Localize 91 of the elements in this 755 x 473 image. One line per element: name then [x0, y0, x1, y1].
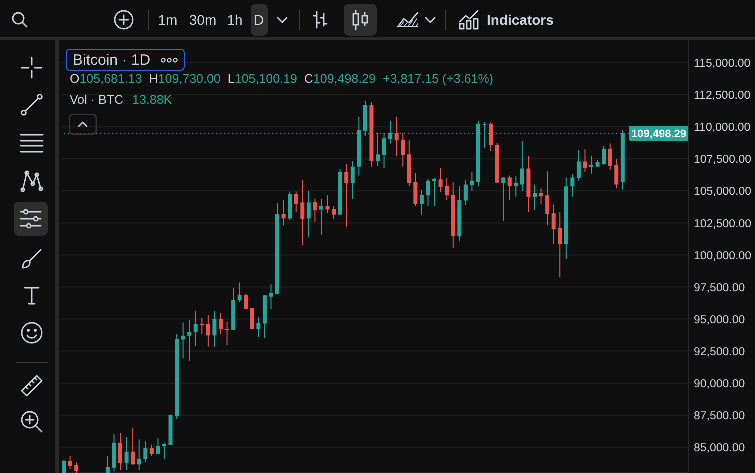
- annotation: C: [304, 72, 314, 86]
- candlestick: [200, 317, 204, 335]
- y-tick-label: 110,000.00: [694, 122, 751, 134]
- candlestick: [256, 316, 261, 338]
- text: D: [254, 12, 264, 28]
- candlestick: [464, 180, 468, 206]
- candlestick: [426, 178, 430, 206]
- annotation: +3,817.15 (+3.61%): [383, 72, 494, 86]
- candlestick: [570, 174, 575, 198]
- annotation: L: [228, 72, 235, 86]
- y-tick-label: 115,000.00: [694, 58, 751, 70]
- text: 1m: [158, 12, 178, 28]
- candlestick: [332, 206, 336, 220]
- y-tick-label: 90,000.00: [694, 378, 746, 390]
- candlestick: [583, 149, 588, 172]
- y-tick-label: 102,500.00: [694, 218, 752, 230]
- annotation: H: [149, 72, 158, 86]
- candlestick: [590, 155, 594, 174]
- candlestick: [137, 439, 142, 471]
- candlestick: [576, 150, 581, 182]
- candlestick: [144, 441, 148, 463]
- candlestick: [156, 438, 160, 455]
- candlestick: [470, 171, 474, 192]
- candlestick: [502, 177, 506, 222]
- candlestick: [394, 116, 399, 158]
- candlestick: [350, 160, 355, 200]
- candlestick: [420, 189, 424, 216]
- candlestick: [558, 212, 562, 278]
- candlestick: [219, 313, 223, 335]
- candlestick: [188, 320, 192, 362]
- ref-line-label: 109,498.29: [631, 128, 687, 140]
- candlestick: [294, 191, 298, 213]
- candlestick: [401, 132, 406, 168]
- text: 30m: [189, 12, 217, 28]
- candlestick: [131, 428, 136, 466]
- candlestick: [602, 146, 606, 166]
- candlestick: [181, 322, 186, 360]
- candlestick: [212, 310, 217, 348]
- candlestick: [508, 175, 512, 201]
- candlestick: [489, 122, 494, 152]
- candlestick: [539, 188, 544, 206]
- text: Indicators: [487, 12, 554, 28]
- candlestick: [162, 442, 166, 460]
- candlestick: [150, 444, 154, 457]
- annotation: O: [70, 72, 80, 86]
- candlestick: [124, 436, 129, 471]
- candlestick: [533, 184, 537, 211]
- annotation: Vol · BTC: [70, 93, 124, 107]
- candlestick: [438, 168, 443, 193]
- candlestick: [118, 432, 123, 471]
- y-tick-label: 100,000.00: [694, 250, 752, 262]
- candlestick: [306, 190, 311, 238]
- candlestick: [74, 462, 79, 473]
- candlestick: [282, 200, 286, 226]
- candlestick: [244, 294, 248, 310]
- candlestick: [206, 314, 210, 348]
- candlestick: [414, 172, 418, 208]
- candlestick: [326, 195, 330, 214]
- candlestick: [319, 198, 324, 236]
- annotation: 105,100.19: [234, 72, 298, 86]
- candlestick: [194, 310, 198, 347]
- candlestick: [608, 143, 612, 171]
- candlestick: [445, 178, 450, 201]
- text: 1h: [227, 12, 243, 28]
- candlestick: [614, 158, 619, 190]
- y-tick-label: 92,500.00: [694, 346, 746, 358]
- candlestick: [238, 282, 242, 302]
- candlestick: [68, 456, 72, 470]
- annotation: 13.88K: [132, 93, 172, 107]
- candlestick: [269, 284, 274, 310]
- y-tick-label: 85,000.00: [694, 442, 746, 454]
- text: Bitcoin · 1D: [73, 52, 151, 68]
- annotation: 109,730.00: [158, 72, 221, 86]
- candlestick: [552, 204, 556, 245]
- candlestick: [520, 140, 524, 192]
- candlestick: [432, 178, 437, 208]
- candlestick: [300, 180, 305, 246]
- candlestick: [546, 170, 550, 226]
- y-tick-label: 107,500.00: [694, 154, 752, 166]
- y-tick-label: 95,000.00: [694, 314, 746, 326]
- candlestick: [225, 322, 230, 346]
- candlestick: [313, 198, 318, 222]
- y-tick-label: 87,500.00: [694, 410, 746, 422]
- y-tick-label: 97,500.00: [694, 282, 746, 294]
- y-tick-label: 112,500.00: [694, 90, 751, 102]
- annotation: 109,498.29: [313, 72, 376, 86]
- candlestick: [106, 456, 110, 473]
- candlestick: [514, 176, 518, 198]
- y-tick-label: 105,000.00: [694, 186, 752, 198]
- annotation: 105,681.13: [80, 72, 142, 86]
- candlestick: [344, 164, 349, 228]
